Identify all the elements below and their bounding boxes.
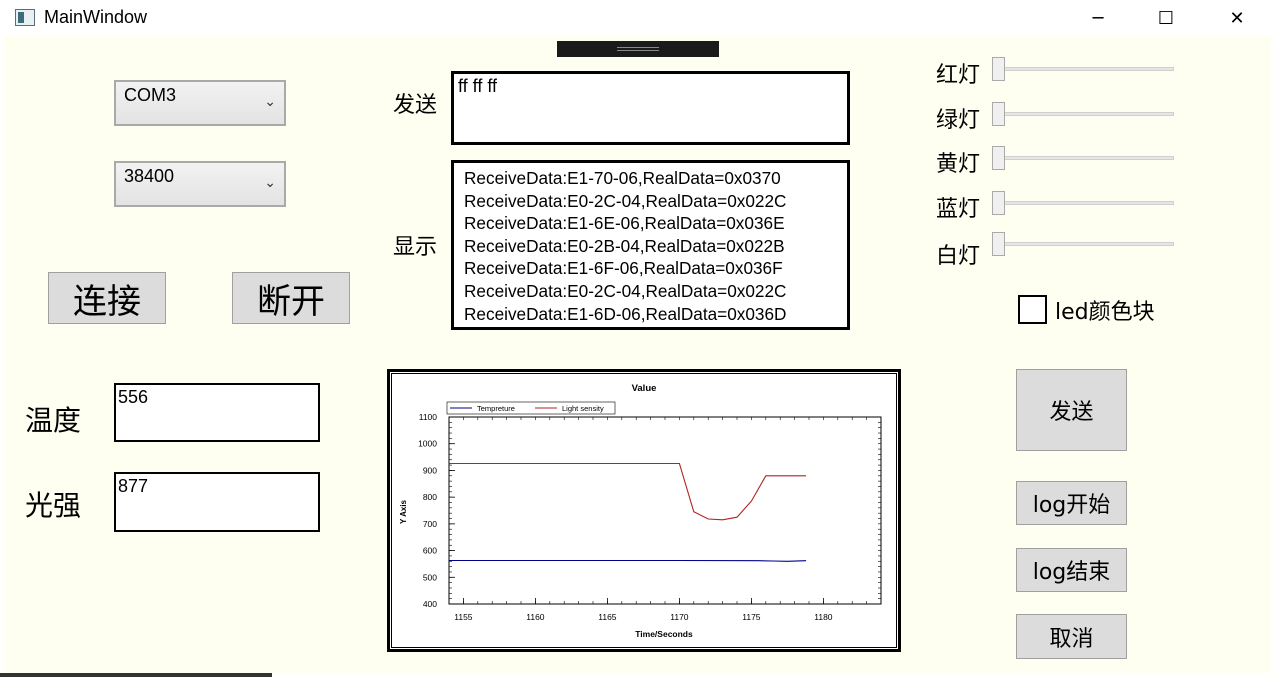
send-input[interactable]: ff ff ff xyxy=(451,71,850,145)
receive-display[interactable]: ReceiveData:E1-70-06,RealData=0x0370 Rece… xyxy=(451,160,850,330)
blue-light-slider-thumb[interactable] xyxy=(992,191,1005,215)
chart-panel: Value Time/Seconds Y Axis 400 500 600 700 80… xyxy=(387,369,901,652)
y-tick-label: 1100 xyxy=(419,412,438,422)
blue-light-label: 蓝灯 xyxy=(936,197,981,222)
window-title: MainWindow xyxy=(44,7,148,27)
baud-select[interactable]: 38400 ⌄ xyxy=(114,161,286,207)
legend-label: Tempreture xyxy=(477,404,515,413)
receive-line: ReceiveData:E1-6F-06,RealData=0x036F xyxy=(464,258,783,279)
green-light-slider-thumb[interactable] xyxy=(992,102,1005,126)
yellow-light-label: 黄灯 xyxy=(936,152,981,177)
baud-select-value: 38400 xyxy=(124,166,175,186)
port-select-value: COM3 xyxy=(124,85,177,105)
white-light-slider-track[interactable] xyxy=(992,242,1174,246)
red-light-slider-track[interactable] xyxy=(992,67,1174,71)
window-bottom-edge xyxy=(0,673,272,677)
log-start-button[interactable]: log开始 xyxy=(1016,481,1127,525)
close-button[interactable]: ✕ xyxy=(1229,7,1245,29)
green-light-label: 绿灯 xyxy=(936,108,981,133)
y-tick-label: 500 xyxy=(423,572,437,582)
white-light-slider-thumb[interactable] xyxy=(992,232,1005,256)
maximize-button[interactable]: ☐ xyxy=(1157,7,1175,29)
plot-area xyxy=(448,416,882,605)
drag-grip-handle[interactable] xyxy=(557,41,719,57)
y-tick-label: 800 xyxy=(423,492,437,502)
temperature-field[interactable]: 556 xyxy=(114,383,320,442)
minimize-button[interactable]: ─ xyxy=(1092,7,1104,29)
send-input-value: ff ff ff xyxy=(458,76,498,96)
y-tick-label: 1000 xyxy=(418,439,437,449)
chart-y-axis-label: Y Axis xyxy=(399,499,408,524)
receive-line: ReceiveData:E1-70-06,RealData=0x0370 xyxy=(464,168,781,188)
receive-line: ReceiveData:E0-2C-04,RealData=0x022C xyxy=(464,280,787,301)
light-label: 光强 xyxy=(25,489,82,522)
red-light-label: 红灯 xyxy=(936,63,981,88)
y-tick-label: 400 xyxy=(423,599,437,609)
receive-line: ReceiveData:E1-6D-06,RealData=0x036D xyxy=(464,303,787,324)
led-color-label: led颜色块 xyxy=(1055,300,1155,325)
chart-x-axis-label: Time/Seconds xyxy=(635,629,693,639)
receive-line: ReceiveData:E0-2C-04,RealData=0x022C xyxy=(464,190,787,211)
chart-title: Value xyxy=(632,383,657,394)
chevron-down-icon: ⌄ xyxy=(264,175,276,191)
title-bar xyxy=(0,0,1271,36)
light-value: 877 xyxy=(118,476,149,496)
y-tick-label: 900 xyxy=(423,465,437,475)
x-tick-label: 1180 xyxy=(814,612,833,622)
window-left-edge xyxy=(0,36,4,677)
send-label: 发送 xyxy=(393,93,438,118)
legend-label: Light sensity xyxy=(562,404,604,413)
series-line-light-sensity xyxy=(449,462,807,521)
green-light-slider-track[interactable] xyxy=(992,112,1174,116)
display-label: 显示 xyxy=(393,235,438,260)
led-color-checkbox[interactable] xyxy=(1018,295,1047,324)
log-end-button[interactable]: log结束 xyxy=(1016,548,1127,592)
chart-legend xyxy=(446,401,616,415)
red-light-slider-thumb[interactable] xyxy=(992,57,1005,81)
temperature-label: 温度 xyxy=(25,404,82,437)
receive-line: ReceiveData:E0-2B-04,RealData=0x022B xyxy=(464,235,785,256)
x-tick-label: 1165 xyxy=(598,612,617,622)
y-tick-label: 600 xyxy=(423,546,437,556)
receive-line: ReceiveData:E1-6E-06,RealData=0x036E xyxy=(464,213,785,234)
cancel-button[interactable]: 取消 xyxy=(1016,614,1127,659)
y-tick-label: 700 xyxy=(423,519,437,529)
x-tick-label: 1175 xyxy=(742,612,761,622)
white-light-label: 白灯 xyxy=(936,244,981,269)
temperature-value: 556 xyxy=(118,387,149,407)
receive-lines: ReceiveData:E1-70-06,RealData=0x0370 Rece… xyxy=(464,167,786,325)
light-field[interactable]: 877 xyxy=(114,472,320,532)
yellow-light-slider-track[interactable] xyxy=(992,156,1174,160)
chevron-down-icon: ⌄ xyxy=(264,94,276,110)
x-tick-label: 1160 xyxy=(526,612,545,622)
app-window-icon xyxy=(15,9,35,26)
value-chart: Value Time/Seconds Y Axis 400 500 600 700 80… xyxy=(399,383,882,639)
port-select[interactable]: COM3 ⌄ xyxy=(114,80,286,126)
blue-light-slider-track[interactable] xyxy=(992,201,1174,205)
send-button[interactable]: 发送 xyxy=(1016,369,1127,451)
series-line-tempreture xyxy=(449,559,807,562)
x-tick-label: 1170 xyxy=(670,612,689,622)
x-tick-label: 1155 xyxy=(454,612,473,622)
yellow-light-slider-thumb[interactable] xyxy=(992,146,1005,170)
disconnect-button[interactable]: 断开 xyxy=(232,272,350,324)
connect-button[interactable]: 连接 xyxy=(48,272,166,324)
